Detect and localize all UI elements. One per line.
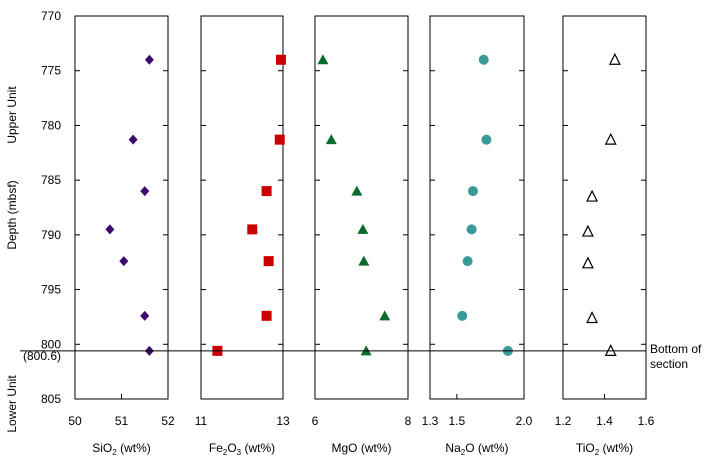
data-point xyxy=(581,256,594,269)
data-point xyxy=(467,186,478,197)
x-tick-label: 8 xyxy=(405,414,412,428)
y-tick-label: 780 xyxy=(41,118,61,132)
data-point xyxy=(357,223,369,234)
panel-frame xyxy=(429,15,525,400)
data-point xyxy=(358,255,370,266)
data-point xyxy=(144,54,154,65)
y-tick-label: 795 xyxy=(41,283,61,297)
data-point xyxy=(586,311,599,324)
data-point xyxy=(379,310,391,321)
boundary-label-line1: Bottom of xyxy=(650,342,702,356)
y-tick-label: 790 xyxy=(41,228,61,242)
x-tick-label: 6 xyxy=(312,414,319,428)
x-tick-label: 1.5 xyxy=(449,414,466,428)
x-tick-label: 2.0 xyxy=(516,414,533,428)
data-point xyxy=(317,54,329,65)
data-point xyxy=(261,310,272,321)
data-point xyxy=(481,134,492,145)
unit-label-upper: Upper Unit xyxy=(5,86,19,144)
y-tick-label: 805 xyxy=(41,392,61,406)
data-point xyxy=(608,52,621,65)
data-point xyxy=(263,256,274,267)
panel-frame xyxy=(314,15,409,400)
y-tick-label: 770 xyxy=(41,9,61,23)
y-axis-title: Depth (mbsf) xyxy=(5,180,19,249)
y-tick-label: 785 xyxy=(41,173,61,187)
data-point xyxy=(478,54,489,65)
x-axis-title: Na2O (wt%) xyxy=(445,441,508,457)
boundary-label-line2: section xyxy=(650,357,688,371)
x-tick-label: 1.6 xyxy=(638,414,655,428)
x-tick-label: 52 xyxy=(161,414,175,428)
y-tick-label: 775 xyxy=(41,64,61,78)
data-point xyxy=(261,186,272,197)
data-point xyxy=(604,132,617,145)
x-tick-label: 1.3 xyxy=(422,414,439,428)
x-axis-title: TiO2 (wt%) xyxy=(576,441,633,457)
data-point xyxy=(247,224,258,235)
data-point xyxy=(105,224,115,235)
data-point xyxy=(462,256,473,267)
panel-na2o: 1.3 1.5 2.0 Na2O (wt%) xyxy=(422,15,533,457)
panel-frame xyxy=(562,15,647,400)
panel-sio2: 50 51 52 SiO2 (wt%) xyxy=(68,15,175,457)
x-axis-title: SiO2 (wt%) xyxy=(92,441,150,457)
y-tick-label-boundary: (800.6) xyxy=(23,349,61,363)
data-point xyxy=(351,185,363,196)
panel-mgo: 6 8 MgO (wt%) xyxy=(312,15,412,455)
data-point xyxy=(581,224,594,237)
y-tick-label: 800 xyxy=(41,337,61,351)
x-tick-label: 1.2 xyxy=(555,414,572,428)
data-point xyxy=(325,134,337,145)
data-point xyxy=(128,134,138,145)
x-axis-title: MgO (wt%) xyxy=(332,441,392,455)
unit-label-lower: Lower Unit xyxy=(5,375,19,433)
data-point xyxy=(457,310,468,321)
panel-frame xyxy=(74,15,169,400)
data-point xyxy=(275,54,286,65)
data-point xyxy=(466,224,477,235)
y-axis: 770 775 780 785 790 795 800 805 (800.6) xyxy=(23,9,61,406)
data-point xyxy=(140,310,150,321)
x-axis-title: Fe2O3 (wt%) xyxy=(209,441,275,457)
x-tick-label: 11 xyxy=(195,414,208,428)
data-point xyxy=(119,256,129,267)
x-tick-label: 50 xyxy=(68,414,82,428)
panel-frame xyxy=(200,15,284,400)
x-tick-label: 13 xyxy=(276,414,290,428)
data-point xyxy=(586,189,599,202)
data-point xyxy=(274,134,285,145)
panel-tio2: 1.2 1.4 1.6 TiO2 (wt%) xyxy=(555,15,655,457)
data-point xyxy=(140,186,150,197)
x-tick-label: 51 xyxy=(115,414,129,428)
x-tick-label: 1.4 xyxy=(596,414,613,428)
